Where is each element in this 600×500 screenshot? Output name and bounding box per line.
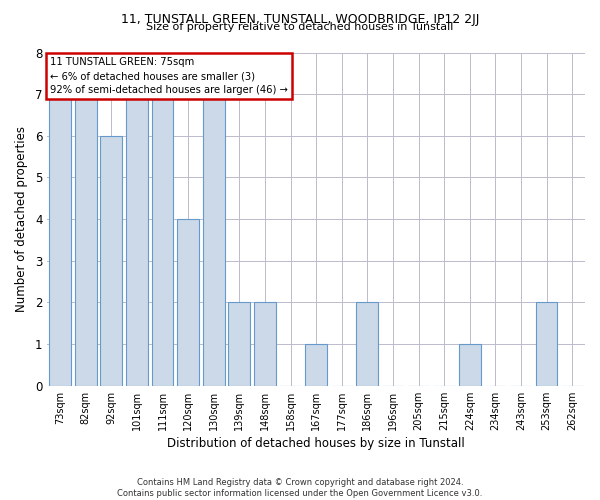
Text: Size of property relative to detached houses in Tunstall: Size of property relative to detached ho… xyxy=(146,22,454,32)
Y-axis label: Number of detached properties: Number of detached properties xyxy=(15,126,28,312)
Bar xyxy=(459,344,481,386)
Bar xyxy=(126,94,148,386)
Bar xyxy=(536,302,557,386)
Bar xyxy=(229,302,250,386)
Bar xyxy=(177,219,199,386)
Bar xyxy=(356,302,378,386)
Bar xyxy=(100,136,122,386)
X-axis label: Distribution of detached houses by size in Tunstall: Distribution of detached houses by size … xyxy=(167,437,465,450)
Bar xyxy=(75,94,97,386)
Bar xyxy=(152,94,173,386)
Bar xyxy=(254,302,276,386)
Text: 11 TUNSTALL GREEN: 75sqm
← 6% of detached houses are smaller (3)
92% of semi-det: 11 TUNSTALL GREEN: 75sqm ← 6% of detache… xyxy=(50,58,288,96)
Text: Contains HM Land Registry data © Crown copyright and database right 2024.
Contai: Contains HM Land Registry data © Crown c… xyxy=(118,478,482,498)
Bar xyxy=(305,344,327,386)
Bar xyxy=(203,94,224,386)
Text: 11, TUNSTALL GREEN, TUNSTALL, WOODBRIDGE, IP12 2JJ: 11, TUNSTALL GREEN, TUNSTALL, WOODBRIDGE… xyxy=(121,12,479,26)
Bar xyxy=(49,94,71,386)
